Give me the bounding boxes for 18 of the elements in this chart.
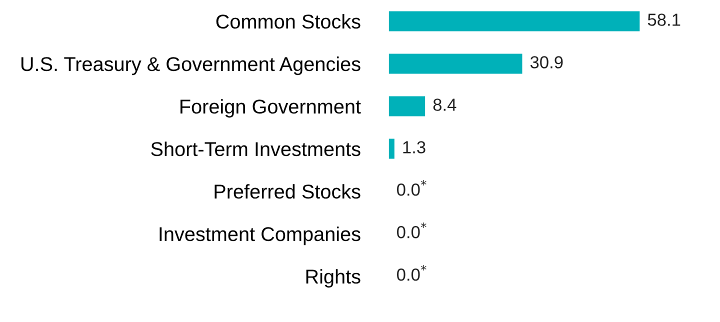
data-label: 0.0$^{*}$ bbox=[397, 222, 426, 238]
y-tick-label: Short-Term Investments bbox=[151, 142, 360, 156]
bar bbox=[388, 138, 394, 159]
data-label: 1.3 bbox=[403, 141, 426, 154]
y-tick-label: Preferred Stocks bbox=[214, 184, 360, 199]
bar bbox=[388, 54, 522, 74]
data-label: 8.4 bbox=[433, 98, 456, 111]
y-tick-label: Rights bbox=[306, 269, 360, 288]
data-label: 58.1 bbox=[648, 14, 680, 26]
y-tick-label: Common Stocks bbox=[216, 14, 360, 29]
bar bbox=[388, 96, 426, 116]
data-label: 0.0$^{*}$ bbox=[397, 180, 426, 196]
data-label: 0.0$^{*}$ bbox=[397, 264, 426, 281]
y-tick-label: U.S. Treasury & Government Agencies bbox=[21, 56, 360, 76]
y-tick-label: Foreign Government bbox=[180, 99, 361, 118]
data-label: 30.9 bbox=[530, 56, 563, 68]
bar bbox=[388, 11, 640, 32]
y-tick-label: Investment Companies bbox=[160, 226, 360, 246]
